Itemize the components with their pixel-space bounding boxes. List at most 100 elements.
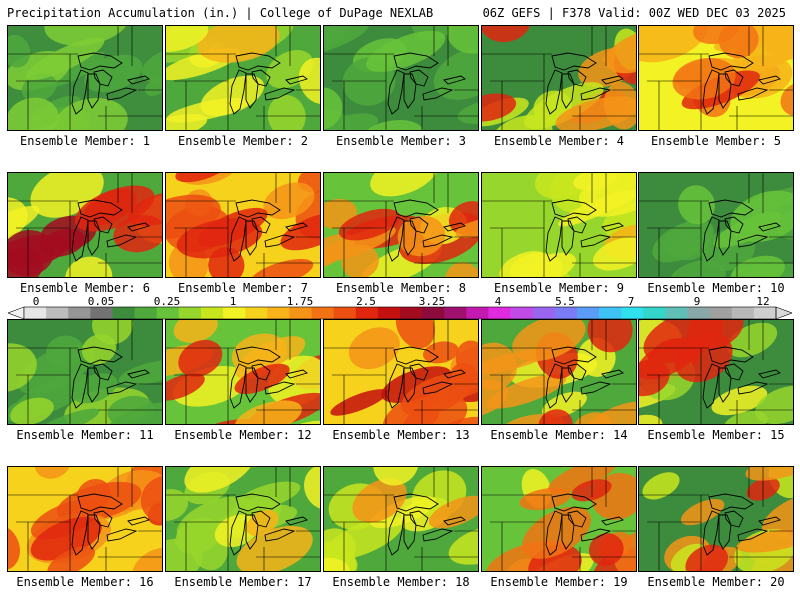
colorbar-swatch [112,307,135,319]
precip-field [324,320,478,424]
ensemble-member-map [165,172,321,278]
colorbar-swatch [24,307,47,319]
colorbar-swatch [156,307,180,319]
colorbar-swatch [532,307,556,319]
member-label: Ensemble Member: 14 [490,428,628,442]
member-label: Ensemble Member: 17 [174,575,312,589]
ensemble-member-map [638,466,794,572]
member-label: Ensemble Member: 7 [177,281,309,295]
colorbar-swatch [731,307,755,319]
precip-field [639,320,793,424]
member-label: Ensemble Member: 3 [335,134,467,148]
ensemble-member-map [7,172,163,278]
colorbar-swatch [245,307,268,319]
precip-field [8,320,162,424]
precip-field [482,467,636,571]
colorbar-tick-label: 0.25 [153,295,181,308]
colorbar-swatch [400,307,423,319]
member-label: Ensemble Member: 1 [19,134,151,148]
colorbar-swatch [267,307,290,319]
ensemble-member-map [7,319,163,425]
precip-field [639,467,793,571]
ensemble-member-map [165,319,321,425]
precip-field [482,26,636,130]
colorbar-swatch [134,307,158,319]
member-label: Ensemble Member: 19 [490,575,628,589]
colorbar-min-arrow [8,306,25,320]
ensemble-member-map [7,25,163,131]
ensemble-member-map [7,466,163,572]
colorbar-swatch [599,307,622,319]
ensemble-member-map [323,25,479,131]
colorbar-tick-label: 0 [32,295,40,308]
precip-field [639,173,793,277]
chart-title: Precipitation Accumulation (in.) | Colle… [7,6,434,20]
colorbar-tick-label: 12 [756,295,770,308]
member-label: Ensemble Member: 12 [174,428,312,442]
precip-field [8,26,162,130]
precip-field [482,320,636,424]
precip-field [166,26,320,130]
colorbar-swatch [554,307,578,319]
ensemble-member-map [638,319,794,425]
colorbar-swatch [510,307,534,319]
colorbar-swatch [621,307,644,319]
precip-field [482,173,636,277]
colorbar-swatch [333,307,357,319]
run-info: 06Z GEFS | F378 Valid: 00Z WED DEC 03 20… [482,6,786,20]
colorbar-max-arrow [775,306,792,320]
precip-field [324,26,478,130]
ensemble-member-map [165,466,321,572]
colorbar-swatch [665,307,688,319]
member-label: Ensemble Member: 18 [332,575,470,589]
colorbar-tick-label: 4 [494,295,502,308]
ensemble-member-map [638,172,794,278]
precip-field [8,467,162,571]
colorbar-tick-label: 1.75 [286,295,314,308]
member-label: Ensemble Member: 2 [177,134,309,148]
colorbar-swatch [68,307,91,319]
colorbar-swatch [289,307,312,319]
ensemble-member-map [481,25,637,131]
colorbar [8,306,792,320]
member-label: Ensemble Member: 5 [650,134,782,148]
ensemble-member-map [165,25,321,131]
precip-field [8,173,162,277]
member-label: Ensemble Member: 15 [647,428,785,442]
colorbar-tick-label: 7 [627,295,635,308]
colorbar-swatch [90,307,113,319]
colorbar-tick-label: 2.5 [356,295,376,308]
ensemble-member-map [638,25,794,131]
member-label: Ensemble Member: 11 [16,428,154,442]
member-label: Ensemble Member: 4 [493,134,625,148]
ensemble-member-map [323,466,479,572]
colorbar-swatch [576,307,600,319]
colorbar-swatch [709,307,733,319]
colorbar-swatch [687,307,711,319]
member-label: Ensemble Member: 8 [335,281,467,295]
colorbar-tick-label: 3.25 [418,295,446,308]
colorbar-swatch [223,307,246,319]
ensemble-member-map [481,319,637,425]
member-label: Ensemble Member: 10 [647,281,785,295]
precip-field [324,467,478,571]
colorbar-tick-label: 5.5 [555,295,575,308]
ensemble-member-map [481,466,637,572]
ensemble-member-map [323,319,479,425]
precip-field [166,173,320,277]
ensemble-member-map [323,172,479,278]
colorbar-swatch [753,307,777,319]
ensemble-member-map [481,172,637,278]
member-label: Ensemble Member: 13 [332,428,470,442]
colorbar-swatch [466,307,489,319]
colorbar-swatch [643,307,666,319]
precip-field [639,26,793,130]
colorbar-tick-label: 1 [229,295,237,308]
colorbar-swatch [422,307,445,319]
colorbar-swatch [311,307,335,319]
colorbar-swatch [488,307,511,319]
colorbar-swatch [200,307,224,319]
colorbar-swatch [355,307,379,319]
precip-field [166,320,320,424]
member-label: Ensemble Member: 20 [647,575,785,589]
